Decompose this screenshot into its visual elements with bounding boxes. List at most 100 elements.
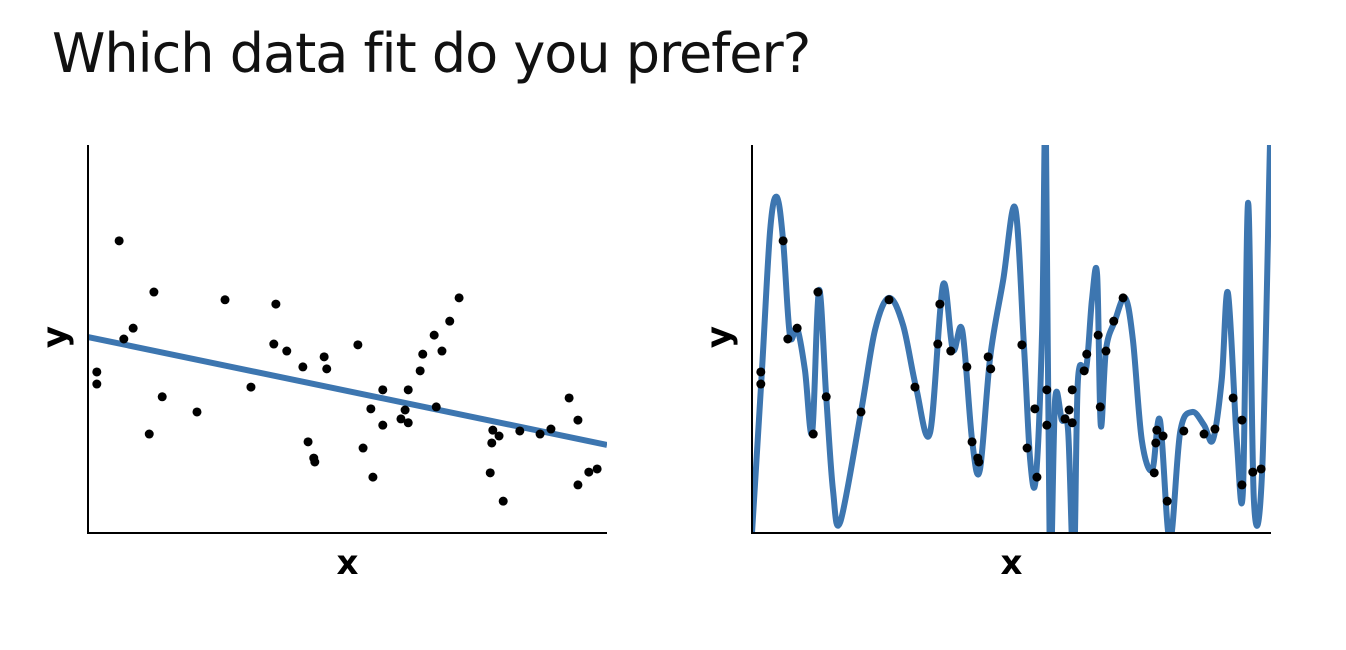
data-point xyxy=(92,379,102,389)
fit-line xyxy=(752,145,1271,533)
data-point xyxy=(494,431,504,441)
data-point xyxy=(488,425,498,435)
data-point xyxy=(485,468,495,478)
data-point xyxy=(1151,438,1161,448)
data-point xyxy=(1042,385,1052,395)
data-point xyxy=(1256,464,1266,474)
data-point xyxy=(303,437,313,447)
data-point xyxy=(1017,340,1027,350)
data-point xyxy=(1210,424,1220,434)
data-point xyxy=(778,236,788,246)
data-point xyxy=(983,352,993,362)
data-point xyxy=(114,236,124,246)
data-point xyxy=(298,362,308,372)
fit-line xyxy=(88,334,607,448)
data-point xyxy=(564,393,574,403)
plot: xy xyxy=(35,145,607,583)
x-axis-label: x xyxy=(337,543,359,583)
data-point xyxy=(1149,468,1159,478)
data-point xyxy=(1079,366,1089,376)
data-point xyxy=(986,364,996,374)
data-point xyxy=(808,429,818,439)
data-point xyxy=(573,480,583,490)
data-point xyxy=(119,334,129,344)
data-point xyxy=(271,299,281,309)
data-point xyxy=(783,334,793,344)
data-point xyxy=(1030,404,1040,414)
data-point xyxy=(269,339,279,349)
data-point xyxy=(884,295,894,305)
data-point xyxy=(756,367,766,377)
data-point xyxy=(431,402,441,412)
data-point xyxy=(1082,349,1092,359)
data-point xyxy=(1118,293,1128,303)
data-point xyxy=(933,339,943,349)
data-point xyxy=(974,457,984,467)
x-axis-label: x xyxy=(1001,543,1023,583)
data-point xyxy=(1248,467,1258,477)
data-point xyxy=(946,346,956,356)
data-point xyxy=(378,385,388,395)
data-point xyxy=(1032,472,1042,482)
data-point xyxy=(535,429,545,439)
data-point xyxy=(366,404,376,414)
data-point xyxy=(322,364,332,374)
data-point xyxy=(813,287,823,297)
data-point xyxy=(1067,385,1077,395)
data-point xyxy=(353,340,363,350)
data-point xyxy=(584,467,594,477)
data-point xyxy=(418,349,428,359)
data-point xyxy=(415,366,425,376)
data-point xyxy=(1064,405,1074,415)
data-point xyxy=(792,323,802,333)
data-point xyxy=(396,414,406,424)
data-point xyxy=(1101,346,1111,356)
slide-title: Which data fit do you prefer? xyxy=(52,22,811,85)
data-point xyxy=(967,437,977,447)
data-point xyxy=(821,392,831,402)
data-point xyxy=(1022,443,1032,453)
data-point xyxy=(403,418,413,428)
data-point xyxy=(1237,415,1247,425)
data-point xyxy=(1067,418,1077,428)
plot: xy xyxy=(699,145,1271,583)
data-point xyxy=(246,382,256,392)
data-point xyxy=(1158,431,1168,441)
data-point xyxy=(192,407,202,417)
data-point xyxy=(429,330,439,340)
data-point xyxy=(546,424,556,434)
data-point xyxy=(92,367,102,377)
data-point xyxy=(756,379,766,389)
data-point xyxy=(403,385,413,395)
data-point xyxy=(1228,393,1238,403)
data-point xyxy=(1093,330,1103,340)
data-point xyxy=(1237,480,1247,490)
data-point xyxy=(368,472,378,482)
y-axis-label: y xyxy=(699,326,739,348)
data-point xyxy=(1095,402,1105,412)
data-point xyxy=(157,392,167,402)
data-point xyxy=(454,293,464,303)
data-point xyxy=(358,443,368,453)
data-point xyxy=(319,352,329,362)
data-point xyxy=(1060,414,1070,424)
data-point xyxy=(378,420,388,430)
data-point xyxy=(856,407,866,417)
data-point xyxy=(487,438,497,448)
data-point xyxy=(144,429,154,439)
data-point xyxy=(1179,426,1189,436)
data-point xyxy=(445,316,455,326)
data-point xyxy=(935,299,945,309)
data-point xyxy=(592,464,602,474)
data-point xyxy=(310,457,320,467)
data-point xyxy=(149,287,159,297)
data-point xyxy=(220,295,230,305)
y-axis-label: y xyxy=(35,326,75,348)
data-point xyxy=(573,415,583,425)
data-point xyxy=(962,362,972,372)
data-point xyxy=(1042,420,1052,430)
data-point xyxy=(910,382,920,392)
data-point xyxy=(128,323,138,333)
